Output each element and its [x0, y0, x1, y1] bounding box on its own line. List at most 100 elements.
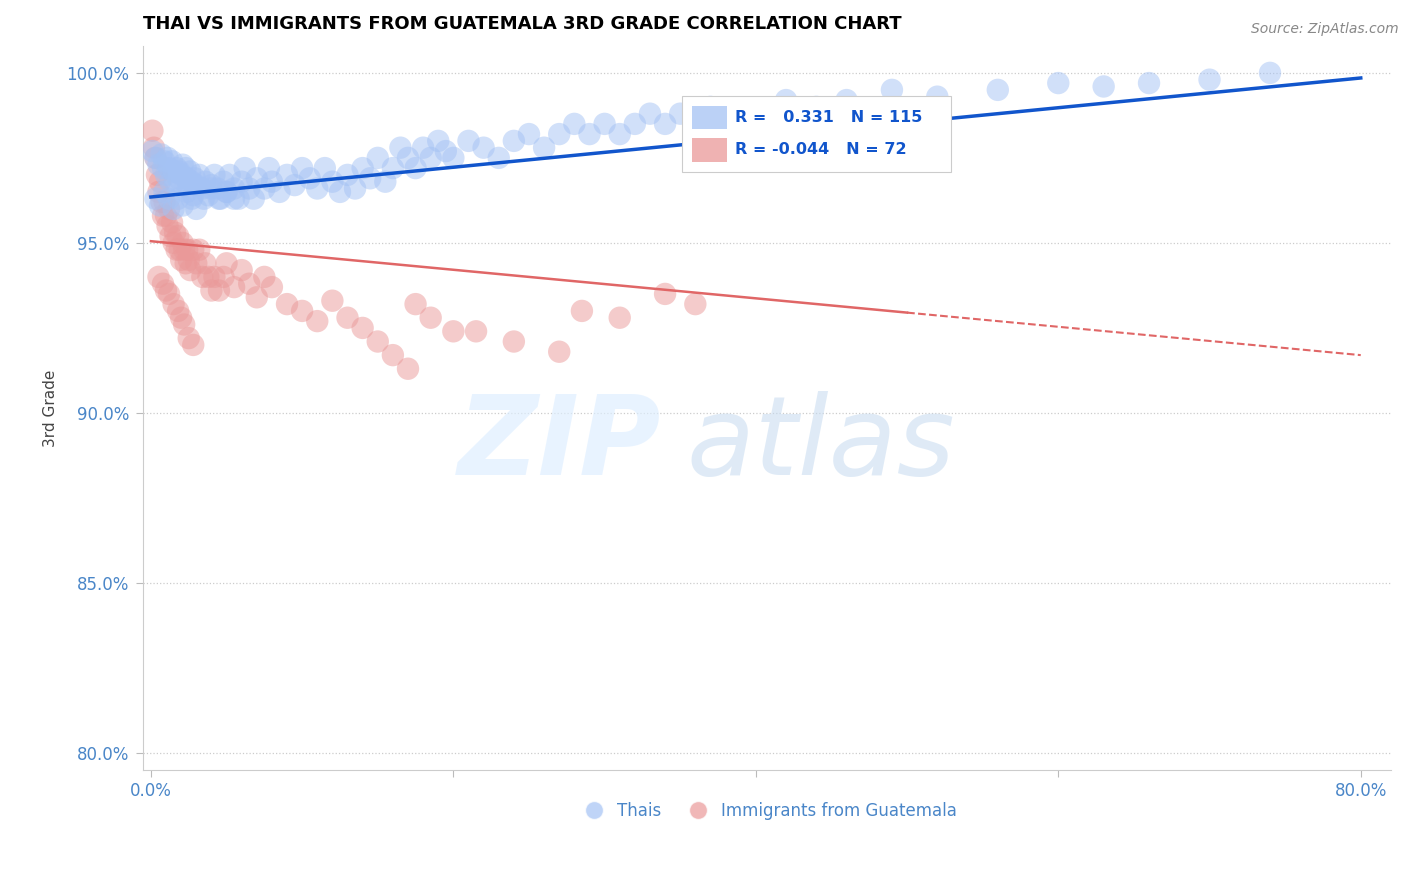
Point — [152, 209, 174, 223]
Point — [218, 168, 240, 182]
Point — [145, 192, 167, 206]
Point — [488, 151, 510, 165]
Point — [1198, 72, 1220, 87]
Point — [276, 168, 298, 182]
Point — [352, 321, 374, 335]
Point — [197, 269, 219, 284]
Point — [157, 161, 180, 175]
Point — [441, 151, 464, 165]
Point — [609, 127, 631, 141]
Point — [231, 175, 253, 189]
Point — [153, 154, 176, 169]
Point — [806, 100, 828, 114]
Bar — [692, 106, 727, 129]
Point — [184, 171, 207, 186]
Point — [172, 198, 194, 212]
Point — [152, 161, 174, 175]
Point — [177, 252, 200, 267]
Point — [533, 141, 555, 155]
Point — [180, 175, 202, 189]
Point — [159, 229, 181, 244]
Point — [141, 124, 163, 138]
Point — [194, 175, 217, 189]
Point — [167, 192, 190, 206]
Point — [172, 158, 194, 172]
Point — [155, 168, 177, 182]
Point — [160, 215, 183, 229]
Point — [169, 164, 191, 178]
Point — [457, 134, 479, 148]
Point — [253, 269, 276, 284]
Point — [173, 318, 195, 332]
Point — [419, 310, 441, 325]
Point — [176, 171, 198, 186]
Point — [269, 185, 291, 199]
Point — [396, 361, 419, 376]
Point — [284, 178, 307, 193]
Point — [145, 151, 167, 165]
Point — [699, 100, 721, 114]
Point — [336, 310, 359, 325]
Point — [352, 161, 374, 175]
Point — [624, 117, 647, 131]
Point — [152, 277, 174, 291]
Point — [412, 141, 434, 155]
Point — [215, 185, 238, 199]
Point — [174, 161, 197, 175]
Point — [669, 106, 692, 120]
Point — [173, 243, 195, 257]
Point — [145, 151, 167, 165]
Point — [155, 209, 177, 223]
Point — [174, 256, 197, 270]
Point — [307, 314, 329, 328]
Bar — [692, 138, 727, 161]
Point — [212, 175, 235, 189]
Point — [209, 192, 232, 206]
Point — [1092, 79, 1115, 94]
Point — [194, 256, 217, 270]
Point — [181, 338, 204, 352]
Point — [835, 93, 858, 107]
Point — [578, 127, 600, 141]
Point — [775, 93, 797, 107]
Point — [654, 286, 676, 301]
Point — [146, 168, 169, 182]
Point — [200, 178, 222, 193]
Point — [176, 243, 198, 257]
Point — [359, 171, 381, 186]
FancyBboxPatch shape — [682, 96, 950, 172]
Point — [427, 134, 450, 148]
Point — [730, 106, 752, 120]
Text: atlas: atlas — [686, 391, 955, 498]
Point — [186, 202, 208, 216]
Text: ZIP: ZIP — [457, 391, 661, 498]
Point — [186, 256, 208, 270]
Point — [685, 297, 707, 311]
Point — [257, 161, 280, 175]
Point — [260, 175, 283, 189]
Point — [502, 334, 524, 349]
Point — [927, 89, 949, 103]
Point — [162, 297, 184, 311]
Point — [441, 324, 464, 338]
Point — [564, 117, 586, 131]
Point — [212, 269, 235, 284]
Point — [180, 192, 202, 206]
Point — [291, 161, 314, 175]
Point — [155, 284, 177, 298]
Point — [291, 304, 314, 318]
Point — [419, 151, 441, 165]
Point — [207, 181, 229, 195]
Point — [242, 192, 264, 206]
Point — [260, 280, 283, 294]
Y-axis label: 3rd Grade: 3rd Grade — [44, 369, 58, 447]
Point — [160, 154, 183, 169]
Point — [1137, 76, 1160, 90]
Point — [170, 252, 193, 267]
Point — [307, 181, 329, 195]
Point — [215, 256, 238, 270]
Point — [222, 181, 245, 195]
Point — [228, 192, 250, 206]
Point — [208, 284, 231, 298]
Point — [165, 175, 187, 189]
